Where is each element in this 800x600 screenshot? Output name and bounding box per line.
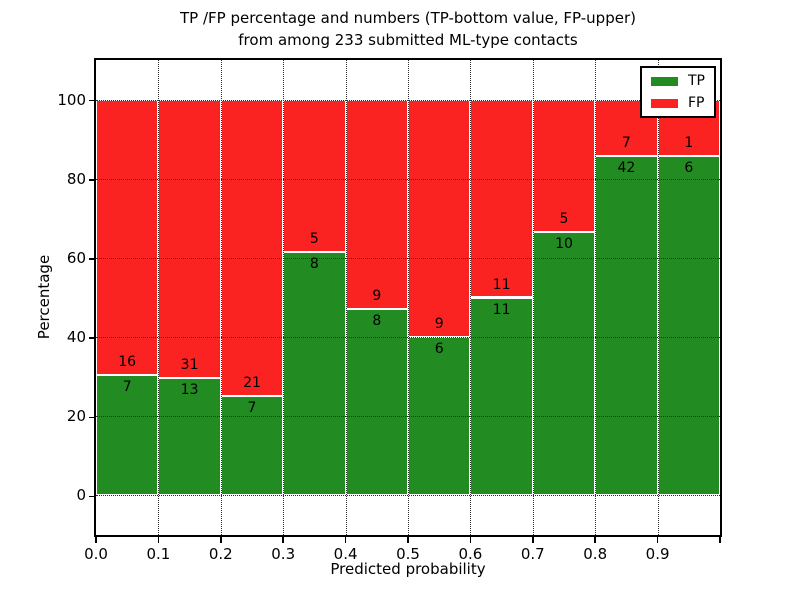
bar-segment-tp-2 <box>220 396 284 496</box>
legend-item-tp: TP <box>651 74 705 88</box>
bar-segment-tp-7 <box>532 231 596 496</box>
x-tick-label-0.1: 0.1 <box>146 545 171 563</box>
bar-segment-tp-6 <box>470 297 533 496</box>
x-tick-label-0.8: 0.8 <box>583 545 608 563</box>
bar-segment-tp-8 <box>595 156 658 496</box>
v-gridline-0.9 <box>657 60 659 535</box>
tp-count-label-6: 11 <box>492 301 511 318</box>
v-gridline-0.4 <box>345 60 347 535</box>
tp-count-label-8: 42 <box>617 160 636 177</box>
y-tick-20 <box>89 416 96 418</box>
y-tick-100 <box>89 99 96 102</box>
x-axis-label: Predicted probability <box>330 560 486 578</box>
x-tick-0.2 <box>220 537 222 543</box>
tp-count-label-5: 6 <box>434 341 444 358</box>
x-tick-label-0.3: 0.3 <box>271 545 296 563</box>
chart-title: TP /FP percentage and numbers (TP-bottom… <box>96 7 720 51</box>
tp-count-label-0: 7 <box>122 378 132 395</box>
x-tick-0.7 <box>532 537 534 543</box>
x-tick-0.6 <box>469 537 472 543</box>
fp-count-label-2: 21 <box>243 375 261 392</box>
x-tick-0.8 <box>594 537 596 543</box>
chart-title-line1: TP /FP percentage and numbers (TP-bottom… <box>180 9 636 27</box>
y-tick-60 <box>89 258 96 260</box>
fp-count-label-7: 5 <box>559 210 569 227</box>
y-tick-80 <box>89 179 96 181</box>
chart-title-line2: from among 233 submitted ML-type contact… <box>238 31 578 49</box>
v-gridline-0.3 <box>283 60 285 535</box>
tp-count-label-7: 10 <box>555 235 573 252</box>
bar-segment-fp-4 <box>345 99 408 310</box>
tp-count-label-2: 7 <box>247 400 257 417</box>
y-tick-40 <box>89 337 96 339</box>
x-tick-label-0.9: 0.9 <box>645 545 670 563</box>
fp-count-label-6: 11 <box>492 276 511 293</box>
legend-label-fp: FP <box>688 95 705 111</box>
v-gridline-0.5 <box>408 60 409 535</box>
x-tick-label-0.2: 0.2 <box>208 545 233 563</box>
bar-segment-tp-9 <box>657 156 720 496</box>
x-tick-label-0.6: 0.6 <box>458 545 483 563</box>
v-gridline-0.1 <box>158 60 160 535</box>
x-tick-1 <box>719 537 721 543</box>
x-tick-0 <box>95 537 97 543</box>
bar-segment-tp-4 <box>345 309 408 496</box>
fp-count-label-0: 16 <box>118 353 137 370</box>
v-gridline-0.6 <box>470 60 472 535</box>
y-tick-label-40: 40 <box>66 328 86 347</box>
bar-segment-fp-6 <box>470 99 533 298</box>
fp-count-label-5: 9 <box>434 316 444 333</box>
bar-segment-tp-0 <box>96 374 159 496</box>
tp-color-swatch <box>651 76 678 86</box>
x-tick-0.5 <box>407 537 409 543</box>
bar-segment-tp-3 <box>283 251 346 496</box>
fp-count-label-8: 7 <box>621 135 631 152</box>
tp-count-label-3: 8 <box>309 255 319 272</box>
v-gridline-0.8 <box>595 60 597 535</box>
x-tick-label-0.7: 0.7 <box>520 545 545 563</box>
bar-segment-fp-5 <box>408 99 471 338</box>
x-tick-0.4 <box>344 537 347 543</box>
x-tick-label-0.5: 0.5 <box>396 545 420 563</box>
y-tick-label-20: 20 <box>66 407 86 426</box>
y-tick-label-0: 0 <box>76 486 86 505</box>
x-tick-0.1 <box>157 537 160 543</box>
x-tick-label-0.4: 0.4 <box>333 545 358 563</box>
x-tick-0.3 <box>282 537 284 543</box>
plot-area: TP FP 16 7 31 13 21 7 5 8 9 8 9 6 11 11 5 10 7 42 1 6 <box>94 58 722 537</box>
y-tick-label-100: 100 <box>57 90 86 109</box>
fp-color-swatch <box>651 98 678 108</box>
legend-label-tp: TP <box>688 73 705 89</box>
x-tick-label-0.0: 0.0 <box>84 545 108 563</box>
tp-count-label-4: 8 <box>372 313 382 330</box>
fp-count-label-1: 31 <box>180 357 199 374</box>
y-tick-0 <box>89 495 96 498</box>
x-tick-0.9 <box>656 537 659 543</box>
legend: TP FP <box>640 66 716 118</box>
bar-segment-tp-1 <box>158 378 221 496</box>
y-tick-label-60: 60 <box>66 248 86 267</box>
v-gridline-0.2 <box>220 60 222 535</box>
y-tick-label-80: 80 <box>66 169 86 188</box>
fp-count-label-4: 9 <box>372 288 382 305</box>
legend-item-fp: FP <box>651 96 705 110</box>
v-gridline-0.7 <box>532 60 534 535</box>
fp-count-label-3: 5 <box>309 230 319 247</box>
bar-segment-fp-2 <box>220 99 284 397</box>
tp-count-label-9: 6 <box>684 160 694 177</box>
bar-segment-fp-0 <box>96 99 159 375</box>
y-axis-label: Percentage <box>35 254 53 340</box>
tp-count-label-1: 13 <box>180 382 199 399</box>
fp-count-label-9: 1 <box>684 135 694 152</box>
